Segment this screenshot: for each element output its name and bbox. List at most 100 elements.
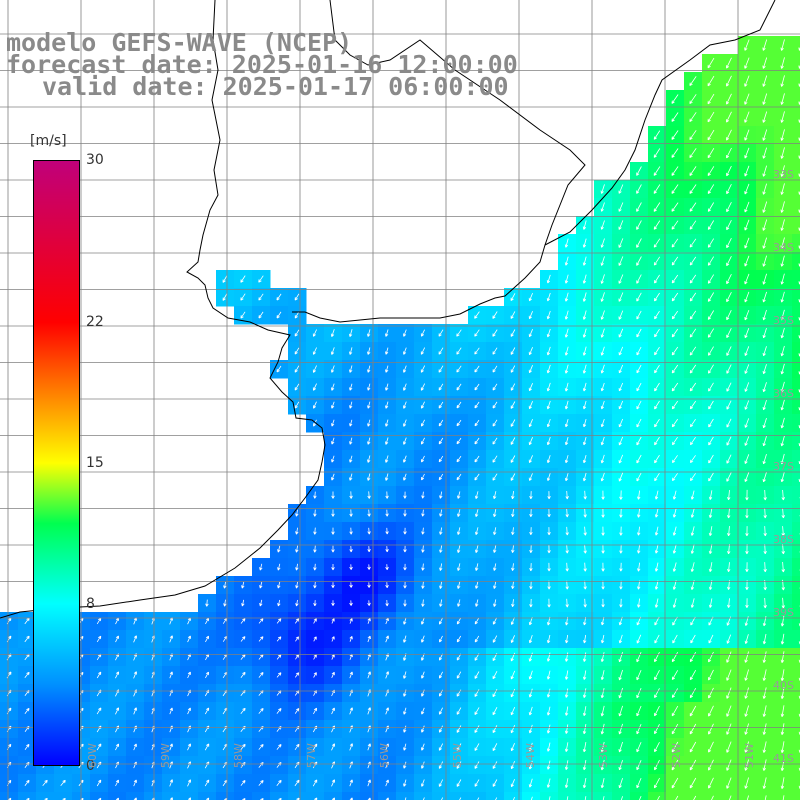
wind-arrow: [654, 292, 660, 302]
wind-arrow: [763, 507, 767, 519]
wind-arrow: [403, 761, 407, 769]
wind-arrow: [653, 256, 661, 266]
wind-arrow: [367, 347, 371, 355]
wind-arrow: [385, 546, 389, 553]
wind-arrow: [708, 777, 714, 789]
wind-speed-cell: [792, 144, 800, 163]
wind-arrow: [96, 743, 102, 751]
wind-arrow: [385, 401, 389, 409]
wind-arrow: [619, 562, 623, 572]
wind-arrow: [636, 705, 642, 717]
wind-arrow: [96, 635, 102, 643]
wind-arrow: [421, 473, 425, 481]
wind-arrow: [367, 564, 371, 570]
wind-arrow: [204, 707, 210, 715]
wind-speed-cell: [450, 792, 469, 800]
wind-arrow: [762, 364, 767, 375]
latitude-label: 37S: [773, 460, 794, 473]
wind-arrow: [240, 636, 246, 642]
wind-arrow: [654, 580, 659, 590]
wind-arrow: [187, 707, 191, 715]
wind-arrow: [671, 220, 679, 230]
wind-arrow: [546, 652, 551, 662]
wind-arrow: [492, 383, 498, 391]
wind-arrow: [690, 473, 696, 482]
wind-arrow: [564, 346, 569, 356]
wind-arrow: [708, 382, 714, 392]
wind-arrow: [582, 472, 587, 482]
wind-arrow: [763, 544, 767, 555]
wind-arrow: [600, 310, 605, 320]
wind-speed-cell: [792, 378, 800, 397]
wind-arrow: [493, 581, 497, 589]
wind-speed-cell: [270, 792, 289, 800]
wind-arrow: [726, 202, 732, 213]
wind-arrow: [582, 256, 587, 266]
wind-arrow: [493, 491, 497, 500]
wind-arrow: [385, 419, 389, 427]
wind-arrow: [600, 274, 605, 284]
wind-arrow: [582, 220, 587, 230]
wind-arrow: [511, 545, 515, 553]
wind-arrow: [780, 129, 785, 141]
wind-arrow: [707, 310, 715, 320]
wind-arrow: [600, 741, 605, 753]
wind-arrow: [456, 617, 462, 625]
wind-arrow: [528, 383, 533, 392]
wind-arrow: [475, 599, 479, 607]
wind-arrow: [474, 707, 480, 715]
wind-speed-cell: [792, 612, 800, 631]
wind-speed-cell: [756, 792, 775, 800]
wind-arrow: [582, 742, 587, 753]
wind-arrow: [313, 600, 317, 607]
wind-arrow: [762, 346, 767, 357]
wind-arrow: [492, 635, 498, 643]
wind-arrow: [205, 797, 210, 800]
wind-arrow: [780, 75, 785, 87]
wind-arrow: [689, 166, 697, 176]
wind-arrow: [780, 705, 785, 717]
colorbar-tick-label: 8: [86, 596, 95, 613]
wind-arrow: [671, 112, 679, 122]
wind-arrow: [654, 634, 660, 644]
wind-arrow: [457, 509, 461, 517]
colorbar: [33, 160, 80, 766]
wind-arrow: [618, 256, 624, 266]
wind-speed-cell: [720, 792, 739, 800]
wind-arrow: [619, 490, 623, 500]
wind-arrow: [546, 292, 551, 302]
wind-arrow: [582, 274, 587, 284]
wind-speed-cell: [792, 576, 800, 595]
wind-arrow: [456, 401, 462, 409]
wind-arrow: [169, 797, 173, 800]
wind-arrow: [708, 526, 713, 537]
wind-arrow: [529, 545, 533, 553]
wind-arrow: [528, 455, 533, 464]
wind-speed-cell: [468, 792, 487, 800]
wind-arrow: [510, 365, 516, 373]
wind-arrow: [421, 743, 425, 751]
wind-arrow: [762, 75, 768, 87]
wind-arrow: [636, 166, 642, 176]
wind-arrow: [403, 779, 407, 787]
wind-arrow: [546, 400, 551, 410]
wind-arrow: [420, 383, 426, 391]
wind-arrow: [456, 455, 462, 463]
wind-arrow: [187, 635, 191, 643]
wind-arrow: [403, 545, 407, 553]
wind-arrow: [277, 581, 281, 589]
wind-arrow: [583, 562, 587, 572]
wind-arrow: [546, 473, 551, 481]
wind-arrow: [529, 509, 533, 517]
wind-arrow: [636, 256, 642, 266]
wind-arrow: [492, 617, 498, 625]
wind-arrow: [456, 725, 462, 733]
wind-arrow: [600, 759, 605, 771]
wind-arrow: [744, 687, 749, 699]
wind-speed-cell: [486, 792, 505, 800]
wind-arrow: [618, 364, 624, 374]
wind-arrow: [385, 671, 389, 679]
wind-arrow: [636, 634, 642, 644]
wind-arrow: [312, 347, 317, 355]
wind-arrow: [565, 490, 569, 500]
